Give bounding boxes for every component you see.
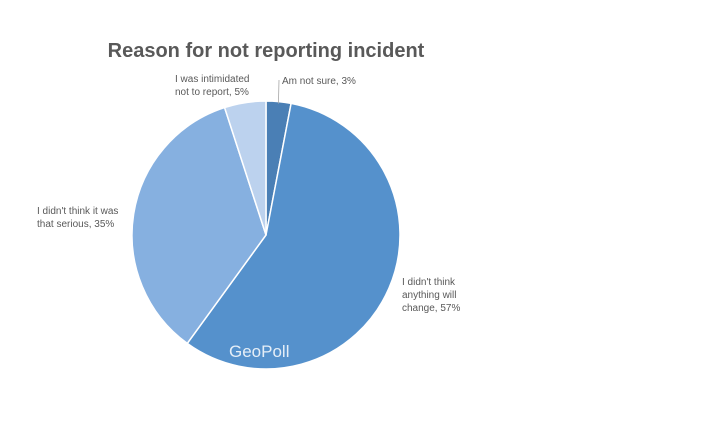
slice-label-1: Am not sure, 3%: [282, 76, 356, 87]
pie-slice-4: [223, 100, 267, 236]
pie-slice-2: [186, 102, 401, 370]
slice-label-3: I didn't think it was that serious, 35%: [37, 206, 118, 230]
chart-title: Reason for not reporting incident: [107, 40, 425, 62]
leader-line: [278, 79, 280, 104]
pie-slice-3: [131, 106, 267, 345]
slice-label-2: I didn't think anything will change, 57%: [402, 277, 460, 314]
geopoll-watermark: GeoPoll: [229, 342, 289, 361]
slice-label-4: I was intimidated not to report, 5%: [175, 74, 249, 98]
